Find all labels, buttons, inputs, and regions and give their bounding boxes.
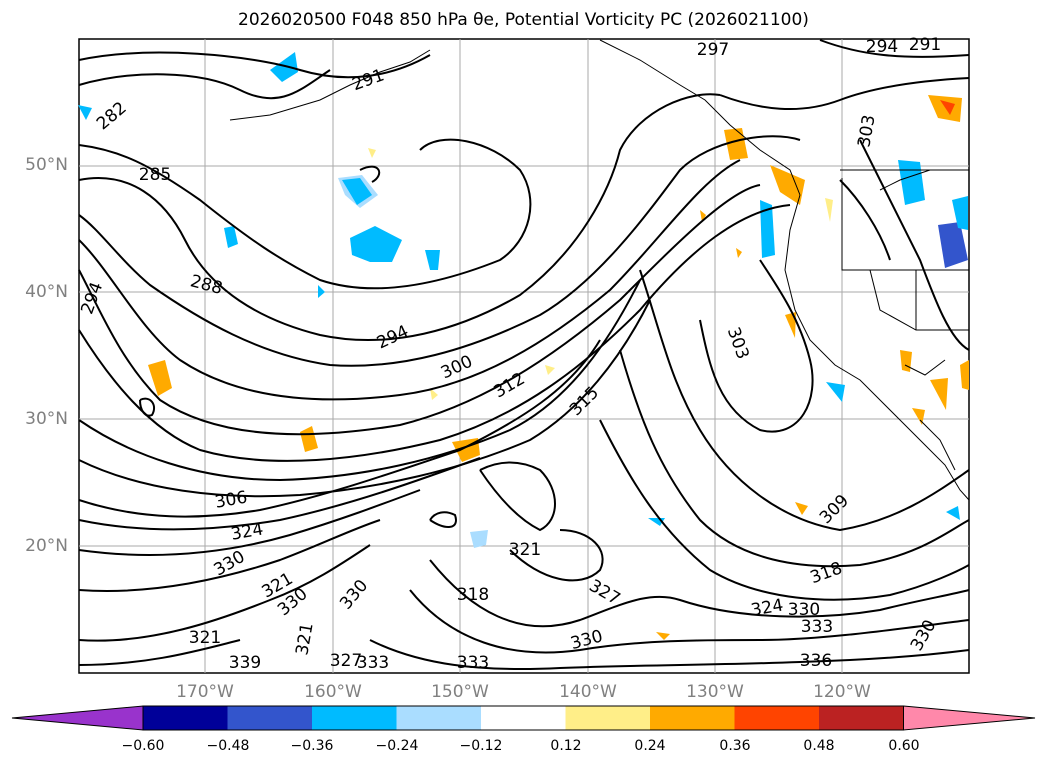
colorbar-outline — [142, 705, 904, 731]
colorbar-tick-label: 0.36 — [719, 738, 751, 754]
colorbar-extend-max — [903, 705, 1036, 731]
lat-label: 30°N — [25, 409, 68, 429]
map-panel: 282 285 288 291 294 294 294 291 297 303 … — [77, 35, 970, 674]
colorbar-cell — [481, 706, 566, 730]
lon-label: 130°W — [686, 682, 744, 702]
theta-e-contours — [78, 39, 970, 671]
lon-label: 170°W — [176, 682, 234, 702]
coastlines — [229, 39, 970, 501]
contour-label: 333 — [357, 653, 389, 673]
contour-label: 321 — [189, 628, 221, 648]
colorbar-tick-label: 0.12 — [550, 738, 582, 754]
contour-label: 285 — [139, 165, 171, 185]
colorbar-tick-label: 0.60 — [888, 738, 920, 754]
colorbar-cell — [650, 706, 735, 730]
colorbar-tick-label: −0.60 — [121, 738, 165, 754]
colorbar-cell — [819, 706, 904, 730]
colorbar-cell — [396, 706, 482, 730]
pv-shading — [78, 52, 969, 640]
contour-label: 339 — [229, 653, 261, 673]
lon-label: 140°W — [559, 682, 617, 702]
contour-label: 330 — [788, 600, 820, 620]
colorbar-cell — [312, 706, 397, 730]
contour-label: 336 — [800, 651, 832, 671]
contour-label: 318 — [457, 585, 489, 605]
lat-label: 20°N — [25, 536, 68, 556]
colorbar-tick-label: −0.36 — [290, 738, 334, 754]
contour-label: 333 — [801, 617, 833, 637]
lon-label: 150°W — [431, 682, 489, 702]
contour-label: 294 — [866, 37, 898, 57]
map-title: 2026020500 F048 850 hPa θe, Potential Vo… — [238, 10, 809, 30]
colorbar-tick-label: 0.24 — [634, 738, 666, 754]
contour-label: 291 — [909, 35, 941, 55]
contour-label: 327 — [330, 651, 362, 671]
lon-label: 160°W — [304, 682, 362, 702]
colorbar-extend-min — [11, 705, 144, 731]
lat-label: 40°N — [25, 282, 68, 302]
colorbar-cell — [734, 706, 820, 730]
colorbar-tick-label: −0.24 — [375, 738, 419, 754]
colorbar-cell — [565, 706, 651, 730]
contour-label: 333 — [457, 653, 489, 673]
colorbar-tick-label: −0.12 — [459, 738, 503, 754]
contour-label: 321 — [509, 540, 541, 560]
colorbar — [11, 705, 1036, 731]
contour-label: 297 — [697, 40, 729, 60]
colorbar-tick-label: −0.48 — [206, 738, 250, 754]
lon-label: 120°W — [813, 682, 871, 702]
lat-label: 50°N — [25, 155, 68, 175]
colorbar-cell — [227, 706, 313, 730]
colorbar-cell — [143, 706, 228, 730]
colorbar-tick-label: 0.48 — [803, 738, 835, 754]
